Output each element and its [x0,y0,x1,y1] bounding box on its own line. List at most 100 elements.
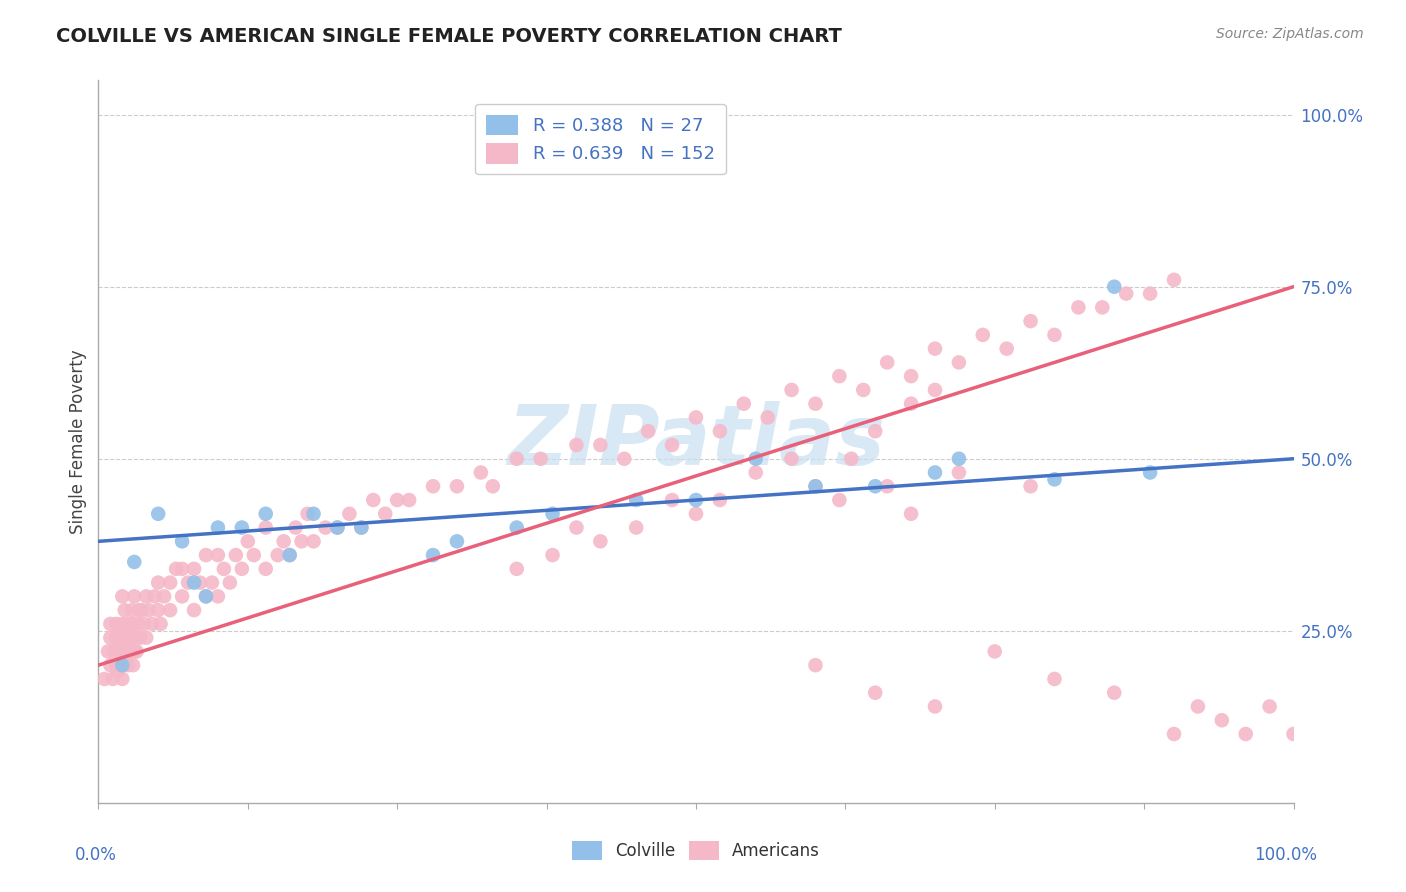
Point [284,520,307,534]
Point [302,507,325,521]
Point [111,672,134,686]
Point [107,638,129,652]
Point [201,575,224,590]
Point [129,631,152,645]
Point [195,590,218,604]
Point [148,603,170,617]
Point [172,562,194,576]
Point [114,603,136,617]
Point [876,479,898,493]
Point [506,520,529,534]
Point [1043,472,1066,486]
Point [385,493,409,508]
Point [243,548,266,562]
Point [111,644,134,658]
Point [756,410,779,425]
Point [661,438,683,452]
Point [900,397,922,411]
Point [470,466,492,480]
Point [135,590,157,604]
Point [865,424,887,438]
Point [135,631,157,645]
Point [231,562,253,576]
Point [446,534,468,549]
Point [177,575,200,590]
Point [138,603,160,617]
Y-axis label: Single Female Poverty: Single Female Poverty [69,350,87,533]
Point [1139,466,1161,480]
Point [278,548,301,562]
Point [852,383,875,397]
Point [984,644,1007,658]
Point [685,507,707,521]
Point [1043,327,1066,342]
Point [1019,479,1042,493]
Point [131,603,153,617]
Point [1187,699,1209,714]
Point [1163,273,1185,287]
Point [565,520,588,534]
Text: 0.0%: 0.0% [75,847,117,864]
Point [685,410,707,425]
Point [212,562,235,576]
Point [124,631,146,645]
Point [105,616,128,631]
Point [110,644,132,658]
Point [900,507,922,521]
Point [121,603,143,617]
Point [828,369,851,384]
Point [124,555,146,569]
Point [107,665,129,679]
Point [804,658,827,673]
Point [98,616,122,631]
Point [661,493,683,508]
Point [745,466,768,480]
Point [291,534,314,549]
Point [108,658,131,673]
Point [254,507,277,521]
Point [865,686,887,700]
Point [1163,727,1185,741]
Point [541,507,564,521]
Point [804,479,827,493]
Point [219,575,242,590]
Point [589,534,612,549]
Point [924,466,946,480]
Point [108,624,131,638]
Point [1019,314,1042,328]
Point [745,451,768,466]
Point [481,479,505,493]
Point [207,590,229,604]
Point [278,548,301,562]
Point [117,631,139,645]
Point [626,520,648,534]
Point [273,534,295,549]
Point [924,342,946,356]
Point [93,672,115,686]
Point [1211,713,1233,727]
Point [841,451,863,466]
Point [141,616,163,631]
Point [105,631,128,645]
Point [148,575,170,590]
Point [709,424,731,438]
Point [159,575,181,590]
Point [207,548,229,562]
Point [422,479,444,493]
Text: ZIPatlas: ZIPatlas [508,401,884,482]
Point [804,397,827,411]
Point [613,451,636,466]
Point [111,590,134,604]
Point [105,658,128,673]
Point [98,658,122,673]
Point [124,590,146,604]
Point [1139,286,1161,301]
Point [865,479,887,493]
Point [103,644,125,658]
Point [589,438,612,452]
Point [267,548,290,562]
Point [132,616,155,631]
Point [374,507,396,521]
Point [101,672,124,686]
Point [339,507,361,521]
